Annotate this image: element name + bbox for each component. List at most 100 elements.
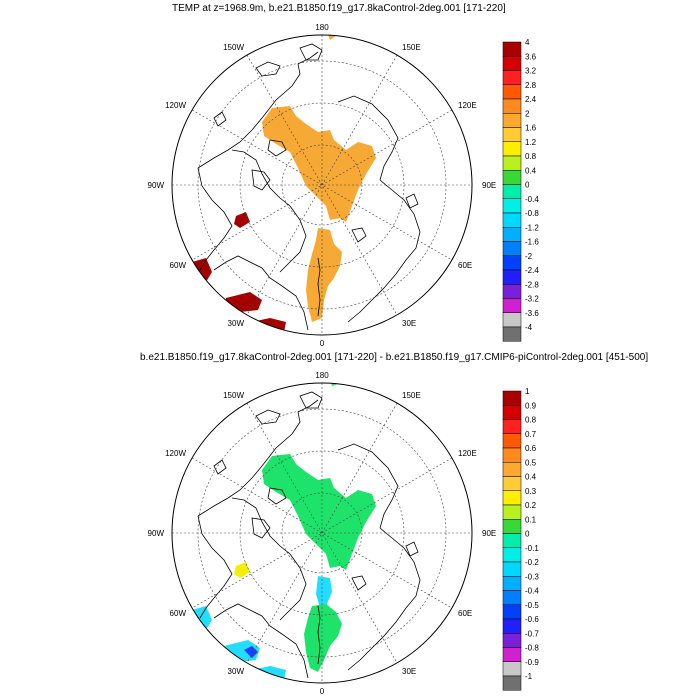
bottom-lon-label: 180 — [315, 371, 329, 380]
colorbar-label: -0.8 — [525, 644, 539, 653]
colorbar-label: -2.8 — [525, 280, 539, 289]
top-lon-label: 90E — [482, 181, 496, 190]
bottom-lon-labels: 180 150E 120E 90E 60E 30E 0 30W 60W 90W … — [148, 371, 497, 696]
colorbar-label: -0.4 — [525, 195, 539, 204]
colorbar-swatch — [502, 141, 522, 157]
top-lon-label: 0 — [320, 339, 325, 348]
colorbar-swatch — [502, 490, 522, 506]
colorbar-swatch — [502, 241, 522, 256]
colorbar-swatch — [502, 170, 522, 185]
bottom-region-cyan-1 — [192, 606, 212, 630]
top-lon-label: 30E — [402, 319, 416, 328]
colorbar-label: 1 — [525, 387, 530, 396]
top-lon-label: 60E — [458, 261, 472, 270]
colorbar-swatch — [502, 113, 522, 128]
colorbar-swatch — [502, 312, 522, 328]
colorbar-label: 0.9 — [525, 401, 537, 410]
colorbar-swatch — [502, 576, 522, 591]
colorbar-swatch — [502, 298, 522, 313]
bottom-lon-label: 60W — [170, 609, 187, 618]
top-lon-label: 60W — [170, 261, 187, 270]
top-region-small-1 — [326, 35, 336, 40]
colorbar-label: 0 — [525, 181, 530, 190]
colorbar-label: -4 — [525, 323, 533, 332]
colorbar-swatch — [502, 56, 522, 71]
bottom-region-atlantic-strip — [304, 604, 342, 672]
colorbar-swatch — [502, 198, 522, 214]
bottom-lon-label: 30W — [228, 667, 245, 676]
colorbar-label: 3.6 — [525, 52, 537, 61]
colorbar-label: 0.4 — [525, 473, 537, 482]
colorbar-label: 1.6 — [525, 124, 537, 133]
colorbar-label: 0.1 — [525, 515, 537, 524]
colorbar-swatch — [502, 405, 522, 420]
colorbar-label: -0.3 — [525, 572, 539, 581]
bottom-lon-label: 120E — [458, 449, 477, 458]
colorbar-swatch — [502, 70, 522, 85]
top-map: 180 150E 120E 90E 60E 30E 0 30W 60W 90W … — [148, 23, 540, 348]
colorbar-label: 2 — [525, 109, 530, 118]
bottom-region-small-1 — [330, 383, 338, 386]
top-coastlines — [197, 43, 421, 331]
colorbar-swatch — [502, 184, 522, 199]
colorbar-label: -0.2 — [525, 558, 539, 567]
bottom-region-yellow — [234, 562, 250, 578]
colorbar-swatch — [502, 675, 522, 691]
colorbar-label: -1 — [525, 672, 533, 681]
colorbar-swatch — [502, 618, 522, 634]
bottom-lon-label: 60E — [458, 609, 472, 618]
top-graticule — [172, 35, 472, 335]
colorbar-label: 0.8 — [525, 152, 537, 161]
colorbar-label: -3.6 — [525, 309, 539, 318]
colorbar-label: 0.6 — [525, 444, 537, 453]
colorbar-label: 4 — [525, 38, 530, 47]
colorbar-label: 0.4 — [525, 166, 537, 175]
colorbar-label: -2.4 — [525, 266, 539, 275]
colorbar-swatch — [502, 661, 522, 677]
top-region-hot-2 — [192, 258, 212, 282]
colorbar-swatch — [502, 447, 522, 463]
top-lon-labels: 180 150E 120E 90E 60E 30E 0 30W 60W 90W … — [148, 23, 497, 348]
top-lon-label: 90W — [148, 181, 165, 190]
colorbar-swatch — [502, 504, 522, 520]
colorbar-swatch — [502, 84, 522, 100]
colorbar-label: -1.2 — [525, 223, 539, 232]
bottom-lon-label: 90W — [148, 529, 165, 538]
bottom-region-contour-spot — [244, 646, 258, 658]
colorbar-label: -0.6 — [525, 615, 539, 624]
colorbar-swatch — [502, 647, 522, 662]
colorbar-label: 0.3 — [525, 487, 537, 496]
colorbar-label: 0.5 — [525, 458, 537, 467]
bottom-map-boundary — [171, 382, 473, 684]
colorbar-swatch — [502, 212, 522, 228]
colorbar-swatch — [502, 633, 522, 648]
top-region-hot-3 — [226, 292, 262, 312]
colorbar-swatch — [502, 462, 522, 477]
top-map-boundary — [171, 34, 473, 336]
colorbar-label: 1.2 — [525, 138, 537, 147]
colorbar-swatch — [502, 127, 522, 142]
colorbar-label: 0.8 — [525, 416, 537, 425]
colorbar-label: -1.6 — [525, 238, 539, 247]
top-lon-label: 120W — [165, 101, 186, 110]
colorbar-label: -0.7 — [525, 629, 539, 638]
colorbar-swatch — [502, 533, 522, 548]
bottom-graticule — [172, 383, 472, 683]
colorbar-label: -3.2 — [525, 295, 539, 304]
colorbar-swatch — [502, 227, 522, 242]
colorbar-swatch — [502, 390, 522, 406]
colorbar-swatch — [502, 41, 522, 57]
bottom-lon-label: 30E — [402, 667, 416, 676]
top-lon-label: 150E — [402, 43, 421, 52]
colorbar-swatch — [502, 255, 522, 271]
colorbar-label: 2.4 — [525, 95, 537, 104]
colorbar-swatch — [502, 269, 522, 285]
top-lon-label: 30W — [228, 319, 245, 328]
colorbar-label: 0 — [525, 530, 530, 539]
colorbar-swatch — [502, 561, 522, 577]
top-region-arctic-main — [262, 106, 376, 222]
colorbar-swatch — [502, 433, 522, 449]
bottom-panel-title: b.e21.B1850.f19_g17.8kaControl-2deg.001 … — [140, 352, 649, 363]
bottom-lon-label: 0 — [320, 687, 325, 696]
